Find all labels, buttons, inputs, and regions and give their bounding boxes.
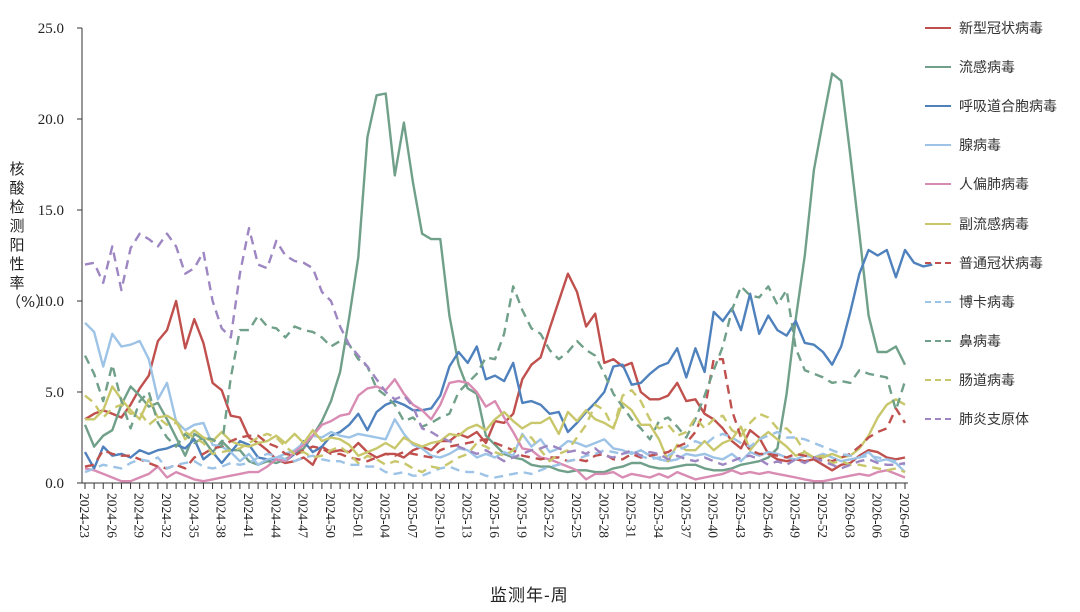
series-line: [84, 389, 906, 474]
x-tick-label: 2025-25: [569, 493, 584, 538]
solid-line-swatch-icon: [925, 222, 951, 225]
solid-line-swatch-icon: [925, 183, 951, 186]
x-tick-label: 2026-06: [870, 493, 885, 538]
legend-label: 博卡病毒: [959, 294, 1015, 311]
y-tick-label: 0.0: [45, 476, 64, 492]
x-tick-label: 2025-49: [788, 493, 803, 538]
legend-label: 腺病毒: [959, 138, 1001, 155]
dashed-line-swatch-icon: [925, 340, 951, 343]
x-tick-label: 2025-40: [706, 493, 721, 538]
x-tick-label: 2025-28: [596, 493, 611, 538]
legend-item: 肺炎支原体: [925, 400, 1080, 439]
x-tick-label: 2025-07: [405, 493, 420, 538]
x-tick-label: 2025-10: [432, 493, 447, 538]
x-tick-label: 2025-52: [815, 493, 830, 538]
x-tick-label: 2025-13: [460, 493, 475, 538]
x-tick-label: 2024-44: [268, 493, 283, 538]
legend-item: 腺病毒: [925, 126, 1080, 165]
legend-label: 流感病毒: [959, 59, 1015, 76]
x-tick-label: 2025-19: [514, 493, 529, 538]
series-line: [84, 272, 906, 472]
x-tick-label: 2024-26: [104, 493, 119, 538]
series-line: [83, 248, 933, 470]
series-line: [83, 285, 907, 448]
legend-label: 新型冠状病毒: [959, 20, 1043, 37]
legend-item: 人偏肺病毒: [925, 165, 1080, 204]
solid-line-swatch-icon: [925, 144, 951, 147]
x-tick-label: 2025-31: [624, 493, 639, 538]
x-tick-label: 2024-38: [214, 493, 229, 538]
x-tick-label: 2024-32: [159, 493, 174, 538]
series-line: [84, 430, 906, 479]
dashed-line-swatch-icon: [925, 300, 951, 303]
series-line: [84, 378, 906, 483]
dashed-line-swatch-icon: [925, 418, 951, 421]
legend-label: 人偏肺病毒: [959, 177, 1029, 194]
y-tick-label: 5.0: [45, 385, 64, 401]
dashed-line-swatch-icon: [925, 261, 951, 264]
chart-legend: 新型冠状病毒 流感病毒呼吸道合胞病毒 腺病毒人偏肺病毒副流感病毒普通冠状病毒 博卡病毒…: [925, 8, 1080, 439]
legend-label: 呼吸道合胞病毒: [959, 98, 1057, 115]
y-tick-label: 10.0: [38, 294, 64, 310]
x-tick-label: 2025-46: [760, 493, 775, 538]
x-tick-label: 2025-16: [487, 493, 502, 538]
dashed-line-swatch-icon: [925, 379, 951, 382]
x-tick-label: 2025-04: [378, 493, 393, 538]
legend-item: 新型冠状病毒: [925, 8, 1080, 47]
x-tick-label: 2025-22: [542, 493, 557, 538]
legend-item: 鼻病毒: [925, 322, 1080, 361]
solid-line-swatch-icon: [925, 104, 951, 107]
x-tick-label: 2025-43: [733, 493, 748, 538]
x-tick-label: 2026-03: [842, 493, 857, 538]
x-tick-label: 2025-37: [678, 493, 693, 538]
x-tick-label: 2024-23: [77, 493, 92, 538]
legend-label: 肠道病毒: [959, 373, 1015, 390]
solid-line-swatch-icon: [925, 65, 951, 68]
legend-label: 副流感病毒: [959, 216, 1029, 233]
x-tick-label: 2024-41: [241, 493, 256, 538]
x-tick-label: 2024-29: [132, 493, 147, 538]
x-tick-label: 2025-34: [651, 493, 666, 538]
legend-item: 流感病毒: [925, 47, 1080, 86]
x-tick-label: 2024-50: [323, 493, 338, 538]
legend-label: 普通冠状病毒: [959, 255, 1043, 272]
y-tick-label: 25.0: [38, 21, 64, 37]
legend-label: 肺炎支原体: [959, 412, 1029, 429]
legend-item: 肠道病毒: [925, 361, 1080, 400]
x-tick-label: 2025-01: [350, 493, 365, 538]
y-axis-title: 核酸检测阳性率（%）: [6, 160, 51, 311]
x-tick-label: 2024-47: [296, 493, 311, 538]
y-tick-label: 20.0: [38, 112, 64, 128]
legend-label: 鼻病毒: [959, 334, 1001, 351]
legend-item: 呼吸道合胞病毒: [925, 86, 1080, 125]
x-tick-label: 2024-35: [186, 493, 201, 538]
solid-line-swatch-icon: [925, 26, 951, 29]
series-line: [84, 321, 906, 473]
legend-item: 博卡病毒: [925, 282, 1080, 321]
legend-item: 普通冠状病毒: [925, 243, 1080, 282]
x-axis-title: 监测年-周: [490, 586, 569, 606]
x-tick-label: 2026-09: [897, 493, 912, 538]
y-tick-label: 15.0: [38, 203, 64, 219]
series-line: [85, 385, 906, 463]
legend-item: 副流感病毒: [925, 204, 1080, 243]
series-line: [84, 226, 906, 470]
